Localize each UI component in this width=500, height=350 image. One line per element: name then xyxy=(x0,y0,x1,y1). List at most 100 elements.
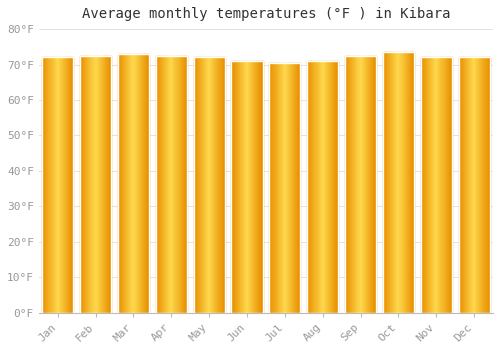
Bar xyxy=(106,56,107,313)
Bar xyxy=(360,56,362,313)
Bar xyxy=(314,61,316,313)
Bar xyxy=(286,63,287,313)
Bar xyxy=(383,52,384,313)
Bar xyxy=(65,57,66,313)
Bar xyxy=(396,52,398,313)
Bar xyxy=(92,56,94,313)
Bar xyxy=(477,57,478,313)
Bar xyxy=(480,57,482,313)
Bar xyxy=(345,56,346,313)
Bar xyxy=(209,57,210,313)
Bar xyxy=(358,56,360,313)
Bar xyxy=(345,56,376,313)
Bar xyxy=(412,52,413,313)
Bar xyxy=(110,56,111,313)
Bar xyxy=(478,57,480,313)
Bar xyxy=(103,56,104,313)
Bar xyxy=(438,57,440,313)
Bar xyxy=(349,56,350,313)
Bar xyxy=(293,63,294,313)
Bar xyxy=(182,56,184,313)
Bar xyxy=(85,56,86,313)
Bar xyxy=(426,57,427,313)
Bar xyxy=(328,61,329,313)
Bar xyxy=(448,57,450,313)
Bar xyxy=(333,61,334,313)
Bar xyxy=(421,57,452,313)
Bar xyxy=(169,56,170,313)
Bar xyxy=(434,57,435,313)
Bar xyxy=(409,52,410,313)
Bar xyxy=(373,56,374,313)
Bar xyxy=(352,56,354,313)
Bar xyxy=(243,61,244,313)
Bar xyxy=(156,56,187,313)
Bar xyxy=(385,52,386,313)
Bar xyxy=(398,52,400,313)
Bar xyxy=(165,56,166,313)
Bar xyxy=(176,56,178,313)
Bar xyxy=(86,56,88,313)
Bar xyxy=(335,61,336,313)
Bar xyxy=(350,56,352,313)
Bar xyxy=(482,57,484,313)
Bar xyxy=(180,56,182,313)
Bar xyxy=(347,56,348,313)
Bar xyxy=(69,57,70,313)
Bar xyxy=(164,56,165,313)
Bar xyxy=(388,52,389,313)
Bar xyxy=(375,56,376,313)
Bar xyxy=(202,57,203,313)
Bar xyxy=(251,61,252,313)
Bar xyxy=(330,61,331,313)
Bar xyxy=(200,57,201,313)
Bar xyxy=(108,56,109,313)
Bar xyxy=(326,61,327,313)
Bar xyxy=(460,57,462,313)
Bar xyxy=(62,57,63,313)
Bar xyxy=(284,63,285,313)
Bar xyxy=(383,52,414,313)
Bar xyxy=(140,54,141,313)
Bar xyxy=(96,56,98,313)
Bar xyxy=(371,56,372,313)
Bar xyxy=(234,61,236,313)
Bar xyxy=(411,52,412,313)
Bar xyxy=(475,57,476,313)
Bar xyxy=(186,56,187,313)
Bar xyxy=(72,57,74,313)
Bar xyxy=(276,63,278,313)
Bar xyxy=(83,56,84,313)
Bar xyxy=(472,57,473,313)
Bar xyxy=(425,57,426,313)
Bar xyxy=(458,57,490,313)
Bar xyxy=(429,57,430,313)
Bar xyxy=(118,54,119,313)
Bar xyxy=(232,61,234,313)
Bar xyxy=(143,54,144,313)
Bar xyxy=(109,56,110,313)
Bar xyxy=(272,63,274,313)
Bar xyxy=(270,63,272,313)
Bar xyxy=(471,57,472,313)
Bar xyxy=(126,54,127,313)
Bar xyxy=(288,63,289,313)
Bar xyxy=(432,57,433,313)
Bar xyxy=(436,57,438,313)
Bar xyxy=(424,57,425,313)
Bar xyxy=(102,56,103,313)
Bar xyxy=(320,61,322,313)
Bar xyxy=(142,54,143,313)
Bar xyxy=(157,56,158,313)
Bar xyxy=(206,57,207,313)
Bar xyxy=(208,57,209,313)
Bar xyxy=(354,56,356,313)
Bar xyxy=(170,56,172,313)
Bar xyxy=(59,57,60,313)
Bar xyxy=(458,57,460,313)
Bar xyxy=(451,57,452,313)
Bar xyxy=(42,57,74,313)
Bar xyxy=(289,63,290,313)
Bar xyxy=(318,61,320,313)
Bar xyxy=(246,61,247,313)
